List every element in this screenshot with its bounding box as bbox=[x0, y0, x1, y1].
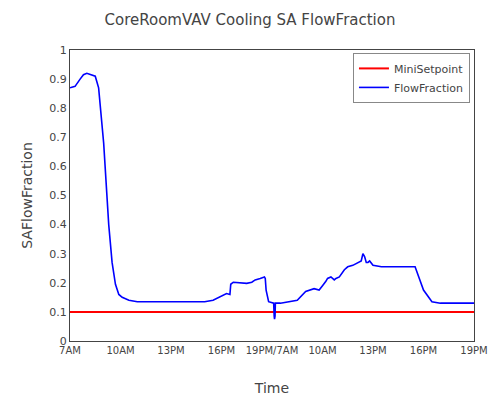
svg-text:CoreRoomVAV Cooling SA FlowFra: CoreRoomVAV Cooling SA FlowFraction bbox=[105, 11, 396, 29]
svg-text:0.9: 0.9 bbox=[49, 73, 67, 86]
svg-text:16PM: 16PM bbox=[410, 345, 437, 356]
svg-text:0.6: 0.6 bbox=[49, 160, 67, 173]
svg-text:0.4: 0.4 bbox=[49, 218, 67, 231]
svg-text:0.7: 0.7 bbox=[49, 131, 67, 144]
svg-text:Time: Time bbox=[254, 380, 289, 396]
svg-text:13PM: 13PM bbox=[157, 345, 184, 356]
svg-text:19PM/7AM: 19PM/7AM bbox=[246, 345, 299, 356]
svg-text:0.8: 0.8 bbox=[49, 102, 67, 115]
svg-text:0.3: 0.3 bbox=[49, 248, 67, 261]
svg-text:SAFlowFraction: SAFlowFraction bbox=[19, 142, 35, 249]
svg-text:FlowFraction: FlowFraction bbox=[394, 82, 463, 95]
svg-text:10AM: 10AM bbox=[106, 345, 134, 356]
svg-text:MiniSetpoint: MiniSetpoint bbox=[394, 63, 463, 76]
svg-text:0: 0 bbox=[60, 335, 67, 348]
svg-text:0.5: 0.5 bbox=[49, 189, 67, 202]
svg-text:16PM: 16PM bbox=[208, 345, 235, 356]
svg-text:13PM: 13PM bbox=[359, 345, 386, 356]
svg-text:0.2: 0.2 bbox=[49, 277, 67, 290]
svg-text:0.1: 0.1 bbox=[49, 306, 67, 319]
svg-text:10AM: 10AM bbox=[308, 345, 336, 356]
svg-text:7AM: 7AM bbox=[59, 345, 81, 356]
svg-text:19PM: 19PM bbox=[460, 345, 487, 356]
svg-text:1: 1 bbox=[60, 44, 67, 57]
